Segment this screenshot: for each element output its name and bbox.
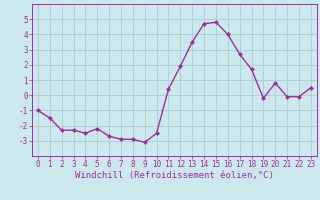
- X-axis label: Windchill (Refroidissement éolien,°C): Windchill (Refroidissement éolien,°C): [75, 171, 274, 180]
